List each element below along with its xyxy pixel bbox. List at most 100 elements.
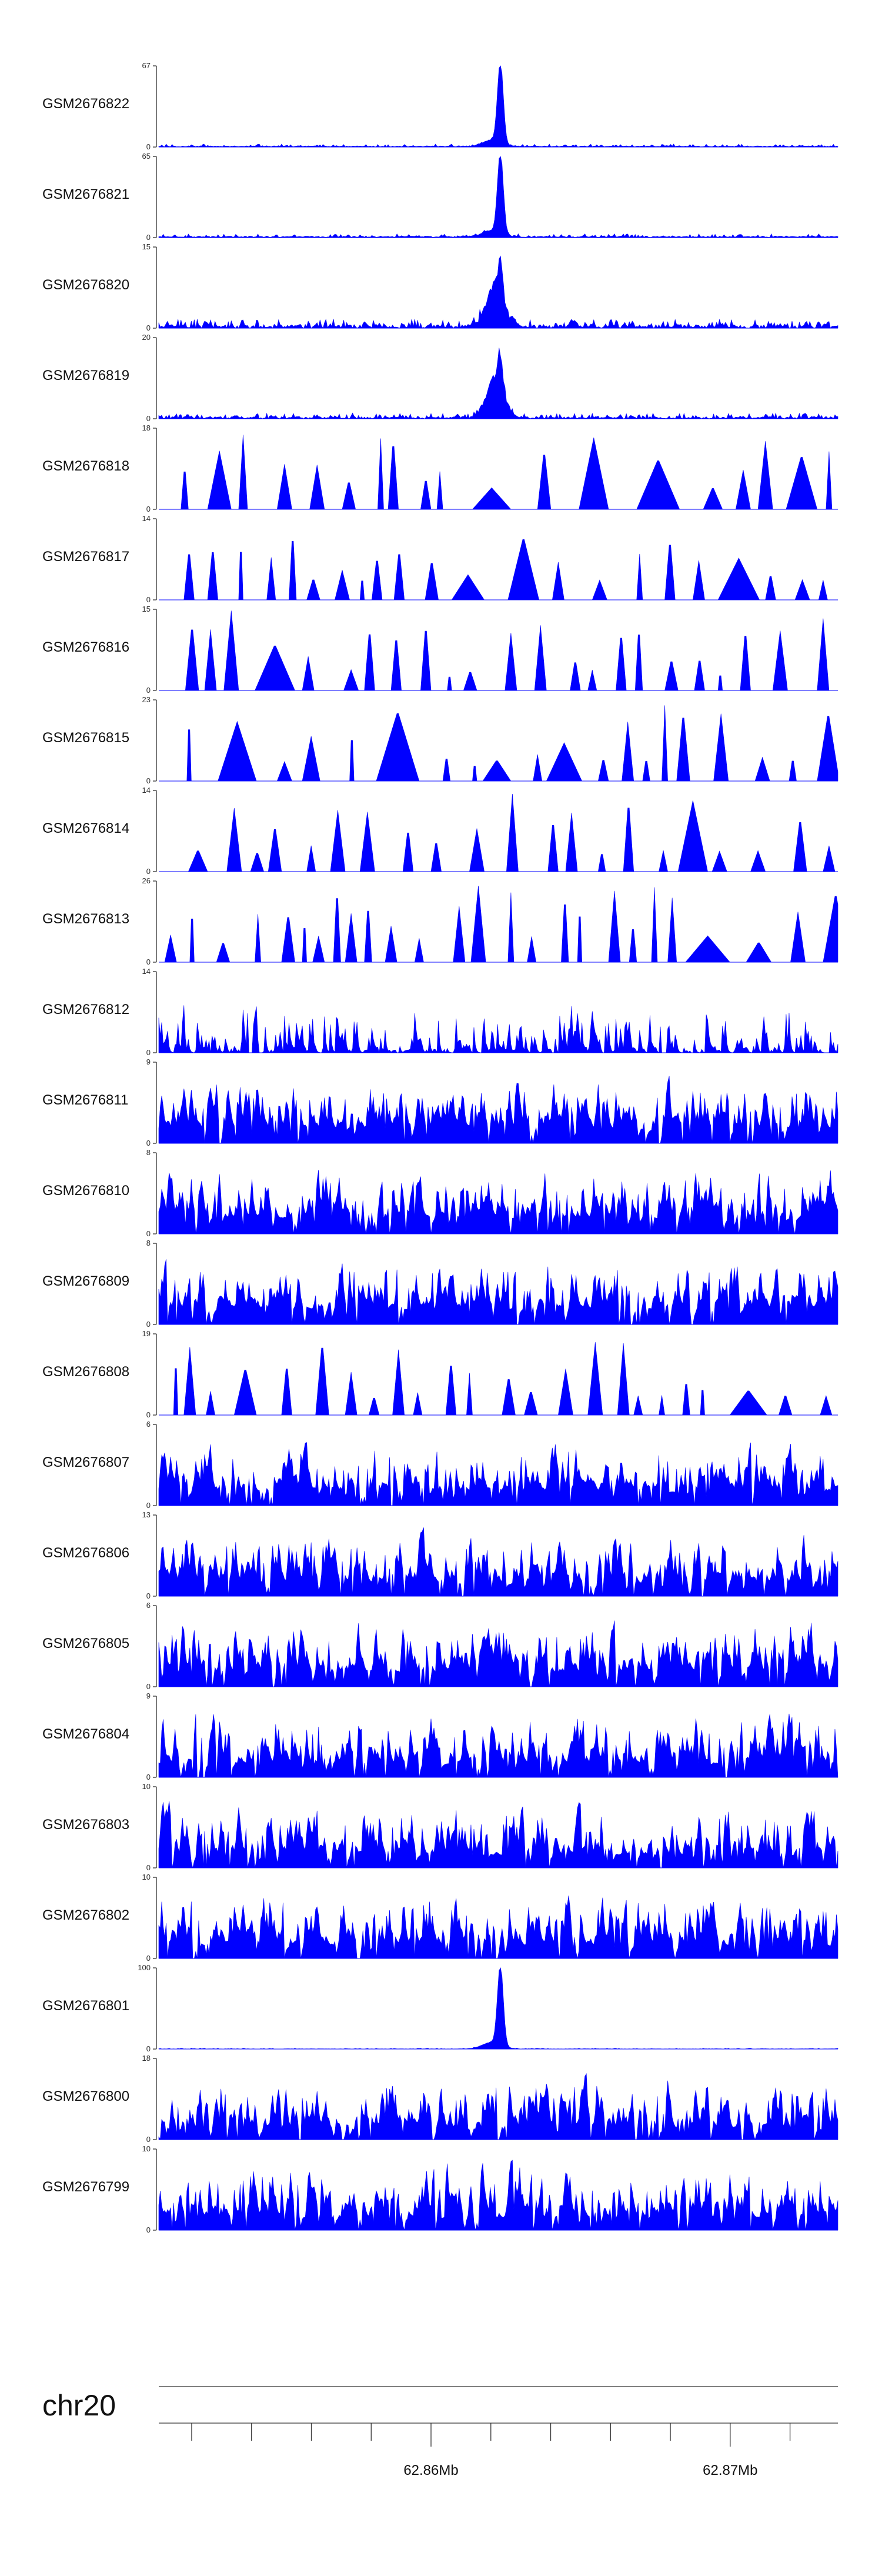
- y-max-label: 18: [142, 2054, 151, 2063]
- y-min-label: 0: [146, 505, 151, 513]
- y-max-label: 15: [142, 242, 151, 251]
- signal-area: [158, 1005, 838, 1053]
- track-label: GSM2676803: [42, 1817, 129, 1833]
- track-gsm2676800: GSM2676800 18 0: [42, 2054, 838, 2144]
- y-max-label: 15: [142, 605, 151, 613]
- signal-area: [158, 1896, 838, 1959]
- y-min-label: 0: [146, 1773, 151, 1781]
- y-max-label: 23: [142, 695, 151, 704]
- track-label: GSM2676813: [42, 911, 129, 927]
- track-label: GSM2676800: [42, 2088, 129, 2104]
- genome-axis: chr20 62.86Mb 62.87Mb: [42, 2386, 838, 2478]
- signal-area: [158, 65, 838, 148]
- track-label: GSM2676822: [42, 96, 129, 112]
- track-label: GSM2676811: [42, 1092, 128, 1108]
- track-gsm2676815: GSM2676815 23 0: [42, 695, 838, 785]
- track-label: GSM2676805: [42, 1636, 129, 1651]
- y-min-label: 0: [146, 2225, 151, 2234]
- y-min-label: 0: [146, 867, 151, 876]
- y-min-label: 0: [146, 1863, 151, 1872]
- track-gsm2676807: GSM2676807 6 0: [42, 1420, 838, 1510]
- signal-area: [158, 2160, 838, 2231]
- track-label: GSM2676808: [42, 1364, 129, 1380]
- track-gsm2676819: GSM2676819 20 0: [42, 333, 838, 423]
- track-gsm2676821: GSM2676821 65 0: [42, 152, 838, 242]
- track-label: GSM2676810: [42, 1183, 129, 1199]
- signal-area: [158, 1076, 838, 1144]
- y-min-label: 0: [146, 2044, 151, 2053]
- y-min-label: 0: [146, 957, 151, 966]
- track-gsm2676801: GSM2676801 100 0: [42, 1963, 838, 2053]
- y-min-label: 0: [146, 686, 151, 695]
- track-label: GSM2676802: [42, 1907, 129, 1923]
- y-min-label: 0: [146, 233, 151, 242]
- track-label: GSM2676819: [42, 368, 129, 383]
- signal-area: [158, 1620, 838, 1687]
- y-max-label: 65: [142, 152, 151, 161]
- track-label: GSM2676809: [42, 1273, 129, 1289]
- track-label: GSM2676817: [42, 549, 129, 565]
- y-max-label: 18: [142, 423, 151, 432]
- y-max-label: 8: [146, 1239, 151, 1247]
- track-label: GSM2676814: [42, 820, 129, 836]
- y-min-label: 0: [146, 2135, 151, 2144]
- track-label: GSM2676818: [42, 458, 129, 474]
- y-max-label: 26: [142, 876, 151, 885]
- track-gsm2676806: GSM2676806 13 0: [42, 1510, 838, 1600]
- y-max-label: 8: [146, 1148, 151, 1157]
- track-label: GSM2676816: [42, 639, 129, 655]
- y-max-label: 19: [142, 1329, 151, 1338]
- y-max-label: 10: [142, 2144, 151, 2153]
- signal-area: [158, 156, 838, 238]
- signal-area: [158, 1170, 838, 1234]
- y-min-label: 0: [146, 1501, 151, 1510]
- y-min-label: 0: [146, 1591, 151, 1600]
- genome-axis-ticks: 62.86Mb 62.87Mb: [191, 2423, 791, 2478]
- y-max-label: 9: [146, 1057, 151, 1066]
- track-gsm2676799: GSM2676799 10 0: [42, 2144, 838, 2234]
- track-gsm2676817: GSM2676817 14 0: [42, 514, 838, 604]
- track-label: GSM2676804: [42, 1726, 129, 1742]
- y-max-label: 14: [142, 514, 151, 523]
- y-max-label: 14: [142, 967, 151, 976]
- track-label: GSM2676799: [42, 2179, 129, 2195]
- track-gsm2676818: GSM2676818 18 0: [42, 423, 838, 513]
- y-min-label: 0: [146, 414, 151, 423]
- y-min-label: 0: [146, 1682, 151, 1691]
- chromosome-label: chr20: [42, 2389, 116, 2422]
- y-max-label: 100: [138, 1963, 151, 1972]
- signal-area: [158, 1442, 838, 1506]
- y-max-label: 10: [142, 1873, 151, 1881]
- track-gsm2676805: GSM2676805 6 0: [42, 1601, 838, 1691]
- y-min-label: 0: [146, 1410, 151, 1419]
- y-min-label: 0: [146, 1229, 151, 1238]
- y-min-label: 0: [146, 595, 151, 604]
- track-gsm2676820: GSM2676820 15 0: [42, 242, 838, 332]
- signal-area: [158, 348, 838, 419]
- track-gsm2676822: GSM2676822 67 0: [42, 61, 838, 151]
- x-tick-label: 62.87Mb: [703, 2462, 757, 2478]
- track-gsm2676812: GSM2676812 14 0: [42, 967, 838, 1057]
- y-min-label: 0: [146, 142, 151, 151]
- track-gsm2676811: GSM2676811 9 0: [42, 1057, 838, 1147]
- track-label: GSM2676821: [42, 186, 129, 202]
- track-gsm2676804: GSM2676804 9 0: [42, 1691, 838, 1781]
- track-gsm2676803: GSM2676803 10 0: [42, 1782, 838, 1872]
- y-max-label: 20: [142, 333, 151, 342]
- track-label: GSM2676815: [42, 730, 129, 746]
- y-min-label: 0: [146, 1320, 151, 1329]
- track-label: GSM2676820: [42, 277, 129, 293]
- track-gsm2676810: GSM2676810 8 0: [42, 1148, 838, 1238]
- track-gsm2676816: GSM2676816 15 0: [42, 605, 838, 695]
- y-max-label: 13: [142, 1510, 151, 1519]
- signal-area: [158, 255, 838, 329]
- y-max-label: 10: [142, 1782, 151, 1791]
- track-gsm2676813: GSM2676813 26 0: [42, 876, 838, 966]
- track-gsm2676802: GSM2676802 10 0: [42, 1873, 838, 1963]
- y-min-label: 0: [146, 776, 151, 785]
- y-min-label: 0: [146, 323, 151, 332]
- track-label: GSM2676806: [42, 1545, 129, 1561]
- y-min-label: 0: [146, 1954, 151, 1963]
- signal-tracks: GSM2676822670GSM2676821650GSM2676820150G…: [42, 61, 838, 2234]
